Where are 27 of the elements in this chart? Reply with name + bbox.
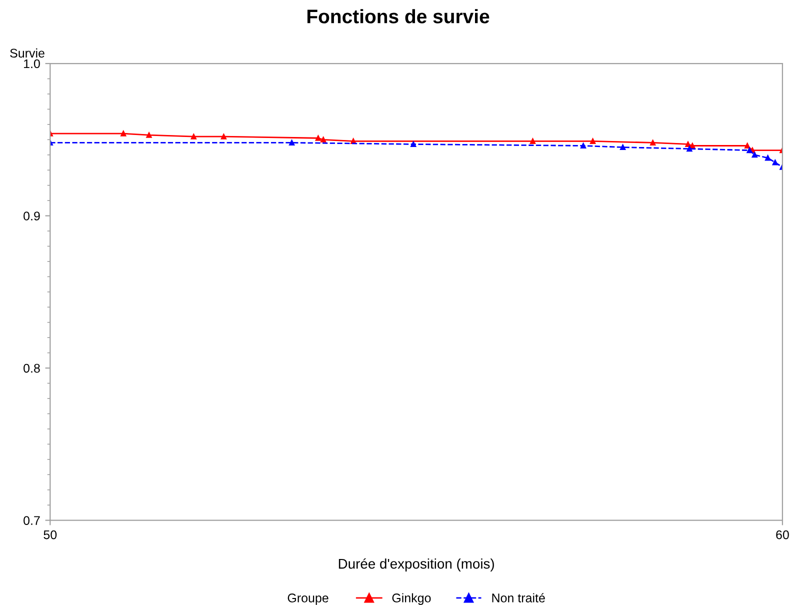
point <box>220 134 226 140</box>
y-tick-label: 1.0 <box>24 59 40 68</box>
point <box>744 142 750 149</box>
y-tick-label: 0.9 <box>24 212 40 220</box>
legend-label: Ginkgo <box>392 593 431 605</box>
point <box>650 140 656 146</box>
x-tick-label: 50 <box>44 530 57 540</box>
point <box>320 136 326 142</box>
legend-title: Groupe <box>288 594 328 605</box>
y-tick-label: 0.7 <box>24 516 40 525</box>
y-axis-title: Survie <box>10 48 44 58</box>
chart-title: Fonctions de survie <box>307 9 490 24</box>
point <box>315 135 321 141</box>
x-axis-title: Durée d'exposition (mois) <box>338 558 494 572</box>
legend-label: Non traité <box>492 593 545 602</box>
point <box>590 138 596 144</box>
point <box>120 130 126 136</box>
point <box>530 138 536 144</box>
point <box>410 141 416 147</box>
x-tick-label: 60 <box>776 530 789 540</box>
point <box>620 144 626 150</box>
point <box>289 140 295 146</box>
point <box>580 142 586 149</box>
point <box>685 141 691 147</box>
point <box>146 132 152 138</box>
point <box>190 134 196 140</box>
y-tick-label: 0.8 <box>24 364 40 373</box>
